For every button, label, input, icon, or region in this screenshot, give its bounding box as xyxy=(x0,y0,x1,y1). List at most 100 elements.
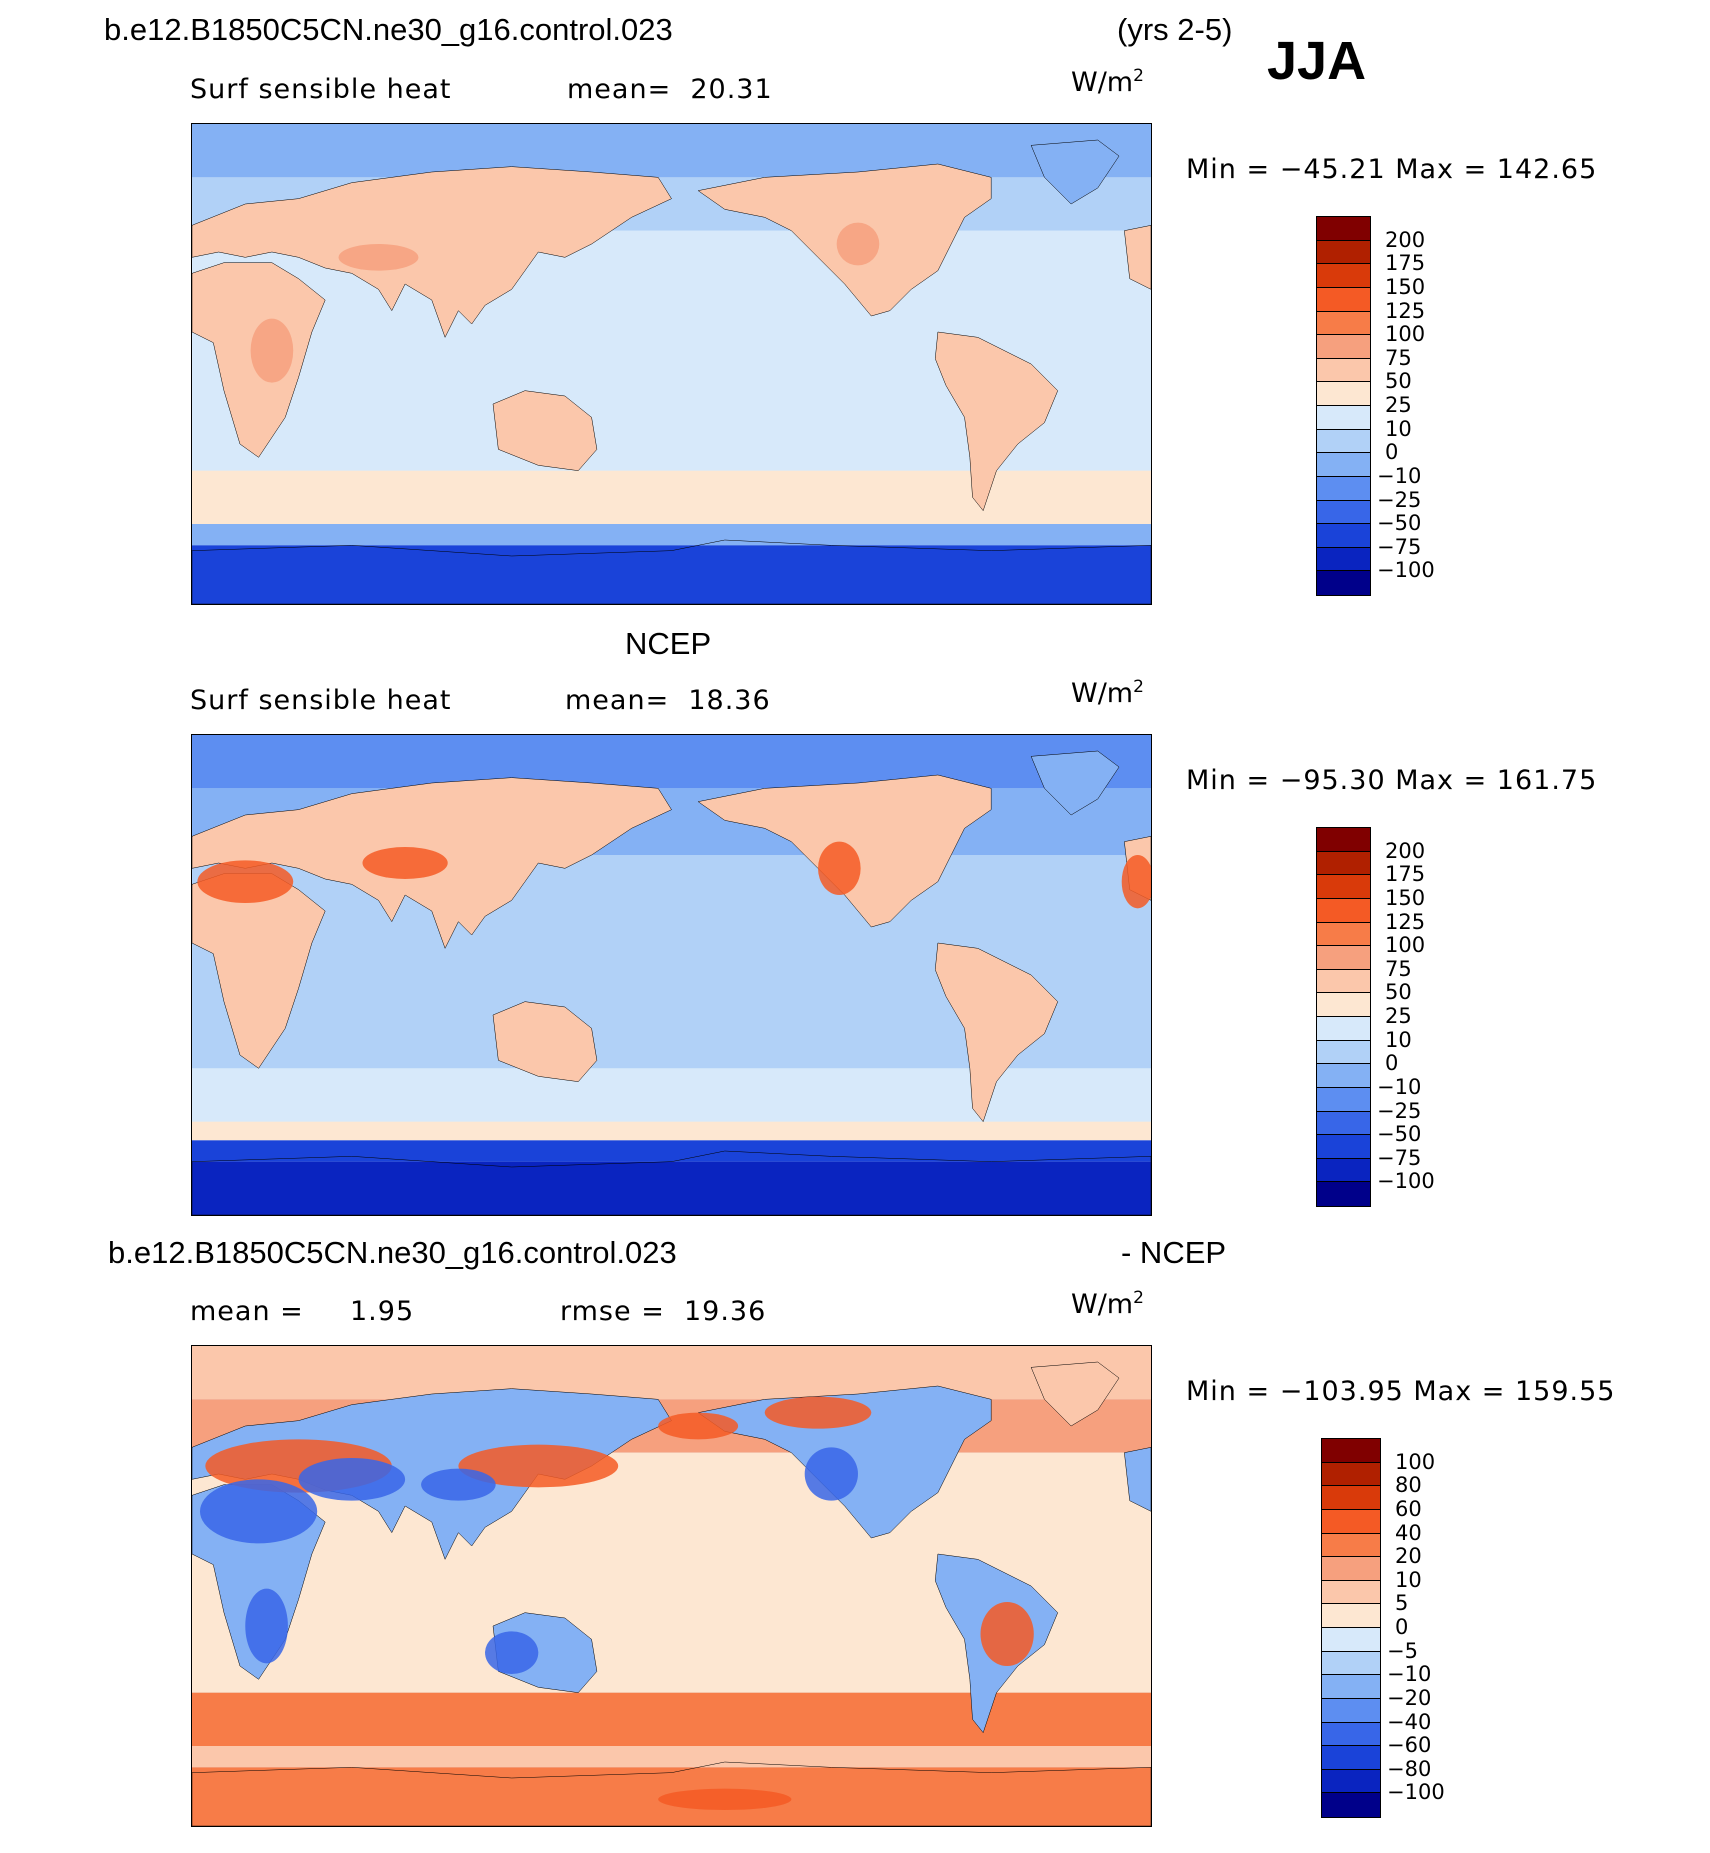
colorbar-segment xyxy=(1317,217,1370,241)
colorbar-tick-label: −80 xyxy=(1387,1756,1432,1781)
years-label: (yrs 2-5) xyxy=(1117,12,1233,47)
lat-band xyxy=(192,1161,1151,1215)
map-model xyxy=(191,123,1152,605)
continent-outline xyxy=(493,391,597,471)
colorbar-segment xyxy=(1317,382,1370,406)
colorbar-segment xyxy=(1322,1486,1380,1510)
colorbar-tick-label: −25 xyxy=(1377,487,1422,512)
colorbar-tick-label: 100 xyxy=(1385,322,1426,347)
continent-outline xyxy=(493,1002,597,1082)
lat-band xyxy=(192,1346,1151,1400)
colorbar xyxy=(1316,827,1371,1207)
colorbar-tick-label: 100 xyxy=(1385,933,1426,958)
field-name: Surf sensible heat xyxy=(190,685,452,716)
colorbar-segment xyxy=(1317,1017,1370,1041)
colorbar xyxy=(1316,216,1371,596)
colorbar-tick-label: −100 xyxy=(1377,558,1435,583)
lat-band xyxy=(192,1121,1151,1141)
colorbar-tick-label: −25 xyxy=(1377,1098,1422,1123)
colorbar-segment xyxy=(1322,1533,1380,1558)
lat-band xyxy=(192,524,1151,546)
colorbar-tick-label: −100 xyxy=(1387,1780,1445,1805)
field-hotspot xyxy=(250,318,294,383)
colorbar-segment xyxy=(1322,1509,1380,1534)
colorbar-segment xyxy=(1322,1722,1380,1747)
colorbar-segment xyxy=(1317,264,1370,288)
colorbar-segment xyxy=(1322,1651,1380,1676)
map-diff xyxy=(191,1345,1152,1827)
mean-stat: mean= 20.31 xyxy=(567,74,773,105)
colorbar-segment xyxy=(1317,547,1370,572)
colorbar-segment xyxy=(1317,1182,1370,1206)
colorbar-segment xyxy=(1317,358,1370,383)
colorbar-tick-label: −75 xyxy=(1377,1145,1422,1170)
field-hotspot xyxy=(764,1396,872,1429)
colorbar-segment xyxy=(1317,476,1370,501)
field-coldspot xyxy=(245,1588,288,1664)
colorbar-tick-label: −60 xyxy=(1387,1733,1432,1758)
colorbar-segment xyxy=(1322,1439,1380,1463)
colorbar-tick-label: 150 xyxy=(1385,885,1426,910)
colorbar-tick-label: −50 xyxy=(1377,1122,1422,1147)
colorbar-segment xyxy=(1317,335,1370,359)
colorbar-tick-label: 150 xyxy=(1385,274,1426,299)
colorbar-segment xyxy=(1317,1158,1370,1183)
colorbar-tick-label: −5 xyxy=(1387,1638,1418,1663)
panel-heading: NCEP xyxy=(625,626,712,661)
field-name: Surf sensible heat xyxy=(190,74,452,105)
lat-band xyxy=(192,124,1151,178)
colorbar-segment xyxy=(1322,1557,1380,1581)
field-hotspot xyxy=(658,1788,792,1810)
colorbar-tick-label: −20 xyxy=(1387,1685,1432,1710)
colorbar-tick-label: 200 xyxy=(1385,227,1426,252)
colorbar-tick-label: 175 xyxy=(1385,862,1426,887)
minmax-stat: Min = −95.30 Max = 161.75 xyxy=(1186,765,1598,796)
field-hotspot xyxy=(338,244,419,271)
season-label: JJA xyxy=(1267,31,1367,91)
continent-outline xyxy=(935,943,1058,1122)
lat-band xyxy=(192,735,1151,789)
colorbar-tick-label: 175 xyxy=(1385,251,1426,276)
continent-outline xyxy=(935,332,1058,511)
panel-heading-right: - NCEP xyxy=(1121,1235,1227,1270)
colorbar-tick-label: 0 xyxy=(1385,1051,1399,1076)
colorbar-tick-label: 125 xyxy=(1385,909,1426,934)
colorbar-segment xyxy=(1317,524,1370,548)
colorbar-segment xyxy=(1317,1135,1370,1159)
colorbar-tick-label: −75 xyxy=(1377,534,1422,559)
colorbar-segment xyxy=(1317,1064,1370,1088)
map-obs xyxy=(191,734,1152,1216)
colorbar-tick-label: 125 xyxy=(1385,298,1426,323)
colorbar-tick-label: 25 xyxy=(1385,1004,1412,1028)
colorbar-segment xyxy=(1317,946,1370,970)
mean-stat: 1.95 xyxy=(350,1296,415,1327)
continent-outline xyxy=(1124,225,1151,289)
colorbar-tick-label: −10 xyxy=(1377,1074,1422,1099)
colorbar-segment xyxy=(1317,851,1370,876)
colorbar-segment xyxy=(1317,1087,1370,1112)
colorbar-segment xyxy=(1317,993,1370,1017)
colorbar xyxy=(1321,1438,1381,1818)
colorbar-segment xyxy=(1317,311,1370,336)
field-hotspot xyxy=(836,222,880,266)
panel-heading: b.e12.B1850C5CN.ne30_g16.control.023 xyxy=(108,1235,677,1270)
colorbar-tick-label: 60 xyxy=(1395,1496,1422,1521)
colorbar-tick-label: 10 xyxy=(1395,1567,1422,1592)
lat-band xyxy=(192,470,1151,524)
colorbar-segment xyxy=(1317,429,1370,454)
field-hotspot xyxy=(818,841,861,895)
colorbar-tick-label: 75 xyxy=(1385,345,1412,370)
rmse-stat: rmse = 19.36 xyxy=(560,1296,767,1327)
colorbar-tick-label: 100 xyxy=(1395,1449,1436,1474)
colorbar-tick-label: 75 xyxy=(1385,956,1412,981)
colorbar-tick-label: −40 xyxy=(1387,1709,1432,1734)
continent-outline xyxy=(1031,1362,1119,1426)
colorbar-segment xyxy=(1317,500,1370,525)
colorbar-tick-label: 0 xyxy=(1395,1615,1409,1639)
continent-outline xyxy=(192,540,1151,604)
map-svg xyxy=(192,1346,1151,1826)
colorbar-segment xyxy=(1317,875,1370,899)
colorbar-tick-label: 80 xyxy=(1395,1473,1422,1498)
lat-band xyxy=(192,545,1151,604)
colorbar-tick-label: −10 xyxy=(1387,1662,1432,1687)
